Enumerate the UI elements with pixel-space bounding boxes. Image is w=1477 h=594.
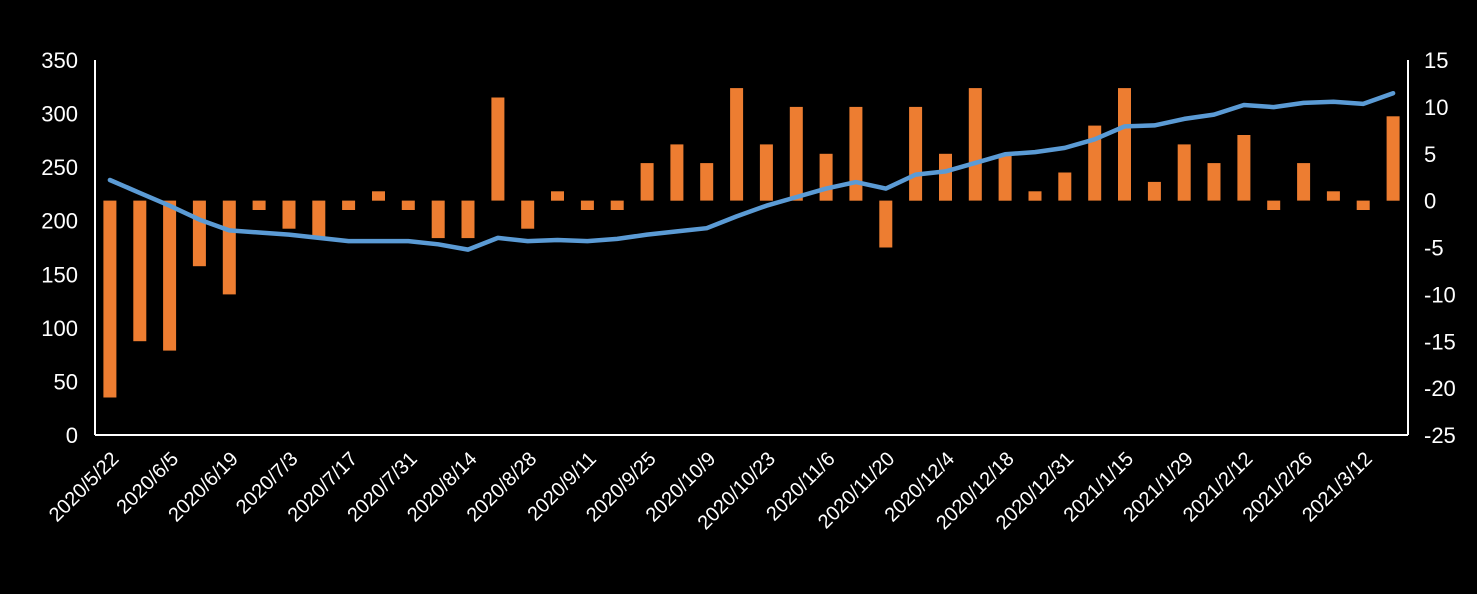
bar	[1237, 135, 1251, 201]
bar	[1147, 181, 1161, 201]
bar	[252, 200, 266, 210]
bar	[1177, 144, 1191, 201]
bar	[1297, 163, 1311, 201]
bar	[192, 200, 206, 267]
bar	[461, 200, 475, 239]
bar	[939, 153, 952, 201]
bar	[909, 106, 923, 201]
bar	[133, 200, 147, 342]
x-axis-label: 2020/5/22	[45, 448, 123, 526]
bar	[879, 200, 893, 248]
bar	[103, 200, 117, 398]
bar	[1326, 191, 1340, 201]
right-axis-tick-label: -25	[1424, 423, 1456, 448]
bar	[1386, 116, 1400, 201]
left-axis-tick-label: 250	[41, 155, 78, 180]
left-axis-tick-label: 50	[54, 369, 78, 394]
bar	[431, 200, 445, 239]
right-axis-tick-label: -10	[1424, 282, 1456, 307]
bar	[1028, 191, 1042, 201]
bar	[789, 106, 803, 201]
trend-line	[107, 90, 1396, 252]
bar	[700, 163, 714, 201]
bar	[282, 200, 296, 229]
bar	[1207, 163, 1221, 201]
right-axis-tick-label: 5	[1424, 142, 1436, 167]
bar	[998, 153, 1012, 201]
right-axis-tick-label: 10	[1424, 95, 1448, 120]
bar	[1356, 200, 1370, 210]
bar	[222, 200, 236, 295]
right-axis-tick-label: 15	[1424, 48, 1448, 73]
right-axis-tick-label: -15	[1424, 329, 1456, 354]
bar	[491, 97, 505, 201]
left-axis-tick-label: 0	[66, 423, 78, 448]
bar	[1088, 125, 1102, 201]
bar	[312, 200, 326, 239]
bar	[521, 200, 535, 229]
left-axis-tick-label: 350	[41, 48, 78, 73]
bar	[730, 88, 744, 201]
right-axis-tick-label: -5	[1424, 236, 1444, 261]
bar	[640, 163, 654, 201]
left-axis-tick-label: 300	[41, 102, 78, 127]
bar	[580, 200, 594, 210]
bar	[372, 191, 385, 201]
bar	[610, 200, 624, 210]
bar	[1058, 172, 1072, 201]
bar	[1267, 200, 1281, 210]
bar	[759, 144, 773, 201]
bar	[401, 200, 415, 210]
bar	[968, 88, 982, 201]
bar	[551, 191, 564, 201]
bar	[670, 144, 684, 201]
bar	[1118, 88, 1131, 201]
left-axis-tick-label: 150	[41, 262, 78, 287]
left-axis-tick-label: 100	[41, 316, 78, 341]
left-axis-tick-label: 200	[41, 209, 78, 234]
bar	[819, 153, 833, 201]
right-axis-tick-label: -20	[1424, 376, 1456, 401]
bar	[849, 106, 863, 201]
right-axis-tick-label: 0	[1424, 189, 1436, 214]
bar	[342, 200, 356, 210]
bar	[163, 200, 177, 351]
